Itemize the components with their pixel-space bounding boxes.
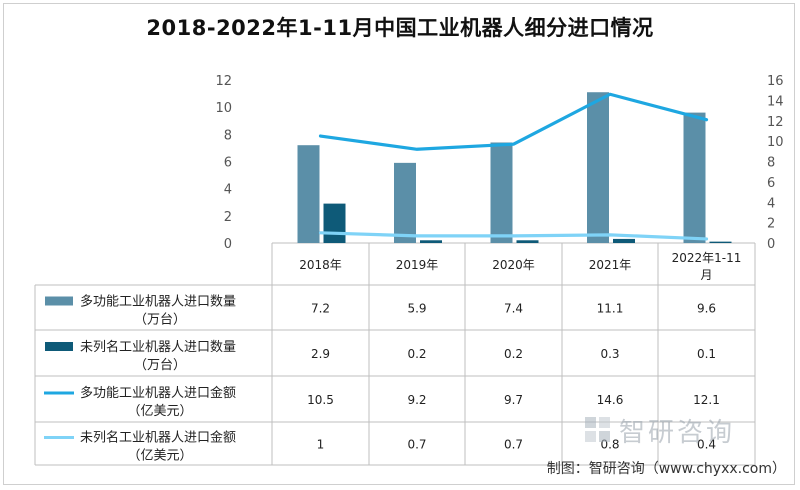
data-label: 0.2 [504, 347, 523, 361]
data-label: 2.9 [311, 347, 330, 361]
data-label: 10.5 [307, 393, 334, 407]
chart-title: 2018-2022年1-11月中国工业机器人细分进口情况 [146, 16, 654, 40]
data-label: 5.9 [407, 302, 426, 316]
series-line [318, 231, 709, 241]
legend-label: （万台） [134, 358, 186, 373]
legend-label: （万台） [134, 313, 186, 328]
data-label: 0.7 [407, 438, 426, 452]
category-label: 2021年 [589, 258, 632, 272]
bar [587, 92, 609, 243]
data-label: 0.3 [600, 347, 619, 361]
right-axis-tick: 2 [767, 217, 775, 232]
bar [297, 145, 320, 243]
watermark-text: 智研咨询 [619, 417, 736, 448]
right-axis-tick: 6 [767, 176, 775, 191]
bar [420, 240, 442, 243]
right-axis-tick: 16 [767, 74, 784, 89]
data-label: 0.4 [697, 438, 716, 452]
bar [490, 142, 513, 243]
right-axis-tick: 4 [767, 196, 775, 211]
right-axis-tick: 0 [767, 237, 775, 252]
right-axis-tick: 14 [767, 94, 784, 109]
data-label: 14.6 [597, 393, 624, 407]
bar [323, 203, 346, 243]
data-label: 7.2 [311, 302, 330, 316]
category-label: 月 [700, 268, 712, 282]
legend-label: 多功能工业机器人进口数量 [80, 294, 236, 310]
legend-label: 未列名工业机器人进口数量 [80, 339, 236, 355]
chart-frame [3, 3, 795, 485]
data-label: 12.1 [693, 393, 720, 407]
bars [297, 92, 732, 243]
source-note: 制图：智研咨询（www.chyxx.com） [546, 461, 786, 477]
data-label: 0.7 [504, 438, 523, 452]
legend-key [45, 296, 73, 306]
data-label: 11.1 [597, 302, 624, 316]
left-axis-tick: 2 [224, 210, 232, 225]
data-label: 1 [317, 438, 325, 452]
legend-label: （亿美元） [127, 449, 192, 464]
watermark: 智研咨询 [583, 410, 783, 450]
left-axis-tick: 6 [224, 156, 232, 171]
data-label: 0.2 [407, 347, 426, 361]
series-line [318, 92, 709, 151]
data-label: 7.4 [504, 302, 523, 316]
category-label: 2022年1-11 [672, 251, 742, 265]
right-axis-tick: 8 [767, 156, 775, 171]
legend-key [45, 342, 73, 351]
table-grid [34, 242, 756, 466]
bar [709, 241, 732, 243]
left-axis-tick: 8 [224, 128, 232, 143]
legend-label: 多功能工业机器人进口金额 [80, 385, 236, 401]
right-axis-tick: 10 [767, 135, 784, 150]
bar [683, 112, 706, 243]
axes: 0 2 4 6 8 10 12 0 2 4 6 8 10 12 14 16 [215, 74, 783, 252]
logo-icon [585, 417, 610, 442]
category-label: 2018年 [299, 258, 342, 272]
data-table: 2018年 2019年 2020年 2021年 2022年1-11 月多功能工业机器人进口… [44, 251, 741, 464]
lines [318, 92, 709, 241]
bar [613, 238, 635, 243]
category-label: 2020年 [492, 258, 535, 272]
bar [394, 162, 416, 243]
category-label: 2019年 [396, 258, 439, 272]
left-axis-tick: 4 [224, 183, 232, 198]
data-label: 9.6 [697, 302, 716, 316]
legend-label: 未列名工业机器人进口金额 [80, 430, 236, 446]
data-label: 0.1 [697, 347, 716, 361]
data-label: 9.2 [407, 393, 426, 407]
left-axis-tick: 12 [215, 74, 232, 89]
left-axis-tick: 10 [215, 101, 232, 116]
right-axis-tick: 12 [767, 115, 784, 130]
legend-label: （亿美元） [127, 404, 192, 419]
data-label: 9.7 [504, 393, 523, 407]
left-axis-tick: 0 [224, 237, 232, 252]
bar [516, 240, 539, 243]
